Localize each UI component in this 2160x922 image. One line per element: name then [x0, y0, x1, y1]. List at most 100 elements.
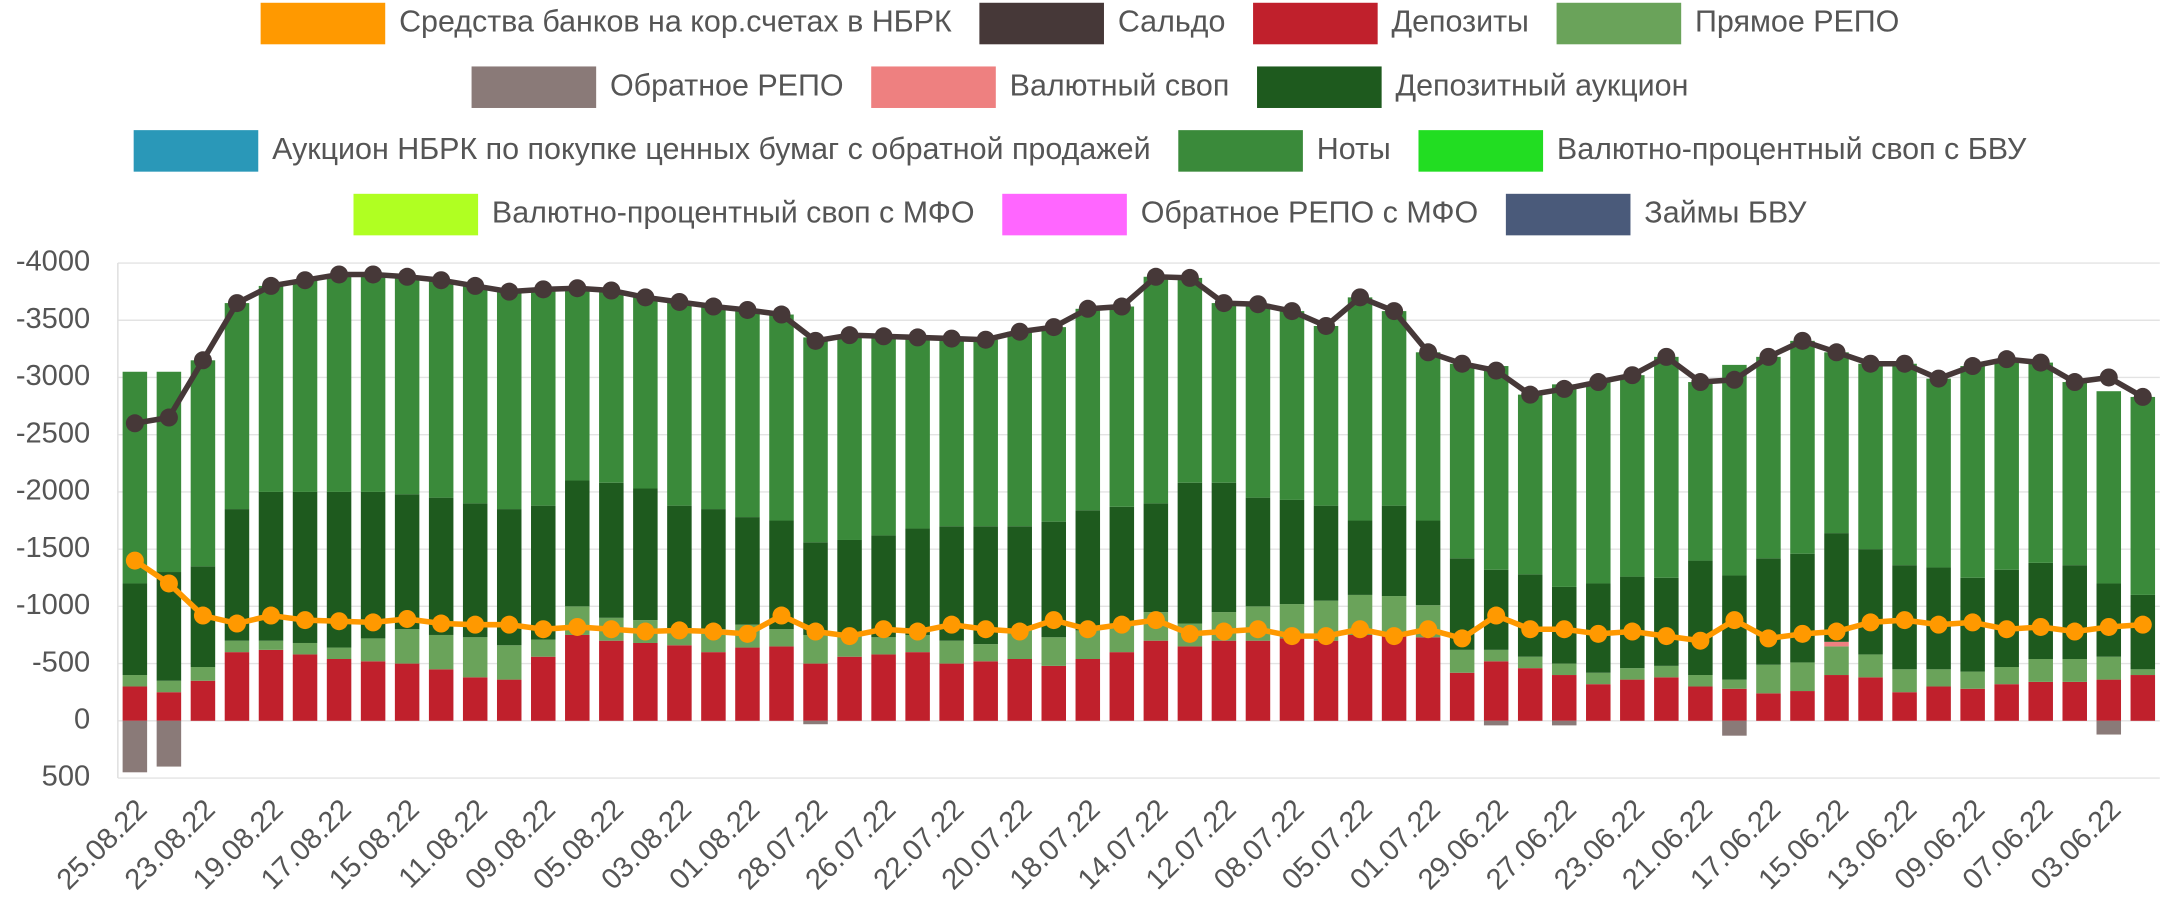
line-point — [1351, 620, 1370, 639]
bar-segment — [2028, 562, 2053, 660]
line-point — [1078, 620, 1097, 639]
bar-segment — [1994, 569, 2019, 668]
bar-segment — [224, 303, 250, 510]
line-point — [2065, 373, 2084, 392]
line-point — [1521, 385, 1540, 404]
bar-segment — [735, 647, 760, 721]
legend-swatch — [1257, 66, 1382, 108]
bar-segment — [1858, 363, 1883, 550]
legend-item: Сальдо — [979, 2, 1225, 45]
line-point — [296, 271, 315, 290]
bar-segment — [1313, 505, 1339, 601]
legend-label: Обратное РЕПО с МФО — [1141, 196, 1478, 230]
bar-segment — [1483, 720, 1509, 726]
bar-segment — [565, 634, 590, 721]
bar-segment — [1722, 688, 1747, 721]
legend-label: Займы БВУ — [1644, 196, 1807, 230]
line-point — [636, 622, 655, 641]
line-point — [1214, 622, 1233, 641]
bar-segment — [803, 337, 828, 543]
bar-segment — [1892, 692, 1917, 721]
bar-segment — [973, 661, 998, 721]
bar-segment — [701, 509, 726, 630]
line-point — [806, 331, 825, 350]
line-point — [2031, 617, 2050, 636]
line-point — [1214, 294, 1233, 313]
bar-segment — [1688, 675, 1713, 687]
bar-segment — [1517, 394, 1543, 575]
line-point — [227, 294, 246, 313]
line-point — [1997, 350, 2016, 369]
bar-segment — [1722, 679, 1747, 689]
legend-item: Прямое РЕПО — [1556, 2, 1899, 45]
line-point — [1317, 627, 1336, 646]
bar-segment — [1347, 634, 1373, 721]
line-point — [1657, 347, 1676, 366]
line-point — [2099, 617, 2118, 636]
line-point — [125, 414, 144, 433]
bar-segment — [1586, 382, 1611, 584]
legend-row: Аукцион НБРК по покупке ценных бумаг с о… — [133, 130, 2027, 172]
bar-segment — [1177, 646, 1203, 721]
bar-segment — [1586, 684, 1611, 721]
bar-segment — [769, 629, 794, 647]
line-point — [1725, 611, 1744, 630]
line-point — [874, 620, 893, 639]
line-point — [1929, 615, 1948, 634]
bar-segment — [667, 301, 692, 506]
bar-segment — [973, 644, 998, 662]
bar-segment — [531, 639, 556, 657]
legend-label: Валютный своп — [1010, 68, 1230, 102]
line-point — [364, 265, 383, 284]
bar-segment — [735, 517, 760, 625]
bar-segment — [803, 720, 828, 725]
bar-segment — [122, 686, 148, 721]
legend-item: Займы БВУ — [1505, 193, 1807, 236]
line-point — [1317, 316, 1336, 335]
bar-segment — [1381, 505, 1407, 597]
bar-segment — [1756, 693, 1781, 721]
bar-segment — [428, 497, 454, 635]
legend-label: Валютно-процентный своп с БВУ — [1557, 132, 2027, 166]
bar-segment — [1143, 276, 1169, 504]
line-point — [296, 611, 315, 630]
line-point — [1180, 268, 1199, 287]
bar-segment — [633, 642, 658, 721]
y-tick-label: -3500 — [16, 303, 90, 335]
bar-segment — [190, 360, 216, 567]
bar-segment — [1245, 640, 1271, 721]
bar-segment — [2028, 681, 2053, 721]
bar-segment — [1211, 303, 1237, 483]
bar-segment — [769, 314, 794, 521]
bar-segment — [1177, 277, 1203, 483]
line-point — [1112, 297, 1131, 316]
line-point — [1623, 366, 1642, 385]
line-point — [1895, 611, 1914, 630]
bar-segment — [1449, 649, 1475, 673]
line-point — [398, 267, 417, 286]
line-point — [942, 329, 961, 348]
bar-segment — [1041, 665, 1067, 721]
bar-segment — [1415, 352, 1441, 521]
bar-segment — [1109, 652, 1135, 721]
bar-segment — [1654, 356, 1679, 578]
y-tick-label: -1000 — [16, 589, 90, 621]
line-point — [1963, 357, 1982, 376]
bar-segment — [1858, 654, 1883, 678]
bar-segment — [1075, 659, 1101, 721]
bar-segment — [939, 663, 964, 721]
line-point — [398, 609, 417, 628]
bar-segment — [292, 280, 318, 492]
line-point — [330, 612, 349, 631]
bar-segment — [1994, 684, 2019, 721]
line-point — [1895, 354, 1914, 373]
bar-segment — [1994, 667, 2019, 685]
legend-label: Аукцион НБРК по покупке ценных бумаг с о… — [272, 132, 1150, 166]
line-point — [330, 265, 349, 284]
bar-segment — [1143, 640, 1169, 721]
legend-swatch — [133, 130, 259, 172]
line-point — [1997, 620, 2016, 639]
line-point — [1793, 624, 1812, 643]
bar-segment — [1960, 671, 1985, 689]
